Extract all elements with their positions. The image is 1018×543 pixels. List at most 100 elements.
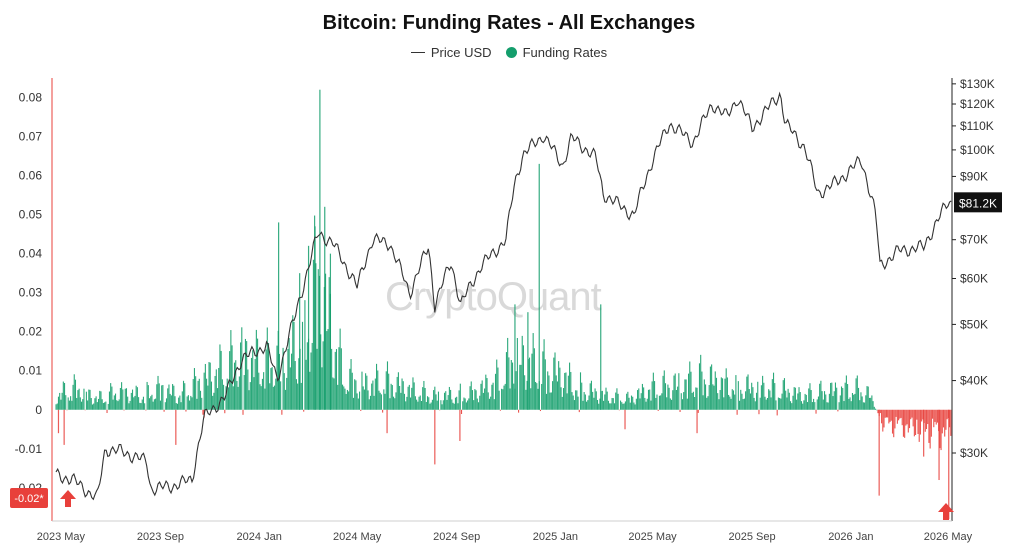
funding-bar xyxy=(879,409,881,414)
funding-bar xyxy=(60,399,62,410)
funding-bar xyxy=(550,392,552,410)
funding-bar xyxy=(666,397,668,410)
funding-bar xyxy=(516,337,518,410)
funding-bar xyxy=(928,409,930,443)
left-tick-label: 0.06 xyxy=(19,169,43,183)
funding-bar xyxy=(221,379,223,410)
funding-bar-spike xyxy=(57,409,60,434)
funding-bar xyxy=(587,400,589,410)
funding-bar xyxy=(576,390,578,410)
funding-bar xyxy=(868,397,870,410)
funding-bar xyxy=(476,398,478,410)
funding-bar xyxy=(844,382,846,410)
funding-bar xyxy=(825,394,827,410)
funding-bar xyxy=(201,397,203,410)
funding-bar xyxy=(837,409,839,412)
funding-bar xyxy=(107,403,109,410)
funding-bar-spike xyxy=(307,245,310,410)
funding-bar xyxy=(806,402,809,410)
funding-bar xyxy=(482,392,484,410)
legend-dot-marker xyxy=(505,47,517,58)
funding-bar xyxy=(809,383,811,410)
funding-bar xyxy=(310,352,312,410)
funding-bar xyxy=(382,409,384,413)
funding-bar-spike xyxy=(923,409,925,457)
funding-bar xyxy=(526,380,528,410)
funding-bar xyxy=(657,409,659,411)
funding-bar xyxy=(363,389,365,410)
funding-bar xyxy=(140,403,142,410)
funding-bar xyxy=(134,395,136,410)
funding-bar xyxy=(724,378,726,410)
funding-bar xyxy=(240,342,242,410)
funding-bar xyxy=(417,401,419,410)
funding-bar xyxy=(601,390,603,410)
funding-bar xyxy=(446,399,448,410)
funding-bar xyxy=(337,384,339,410)
funding-bar xyxy=(246,341,248,410)
funding-bar xyxy=(402,381,404,410)
funding-bar xyxy=(942,409,945,428)
funding-bar xyxy=(511,362,514,410)
funding-bar xyxy=(656,394,658,410)
funding-bar xyxy=(543,339,545,410)
funding-bar xyxy=(632,396,634,410)
funding-bar xyxy=(558,361,560,410)
funding-bar xyxy=(768,389,770,410)
funding-bar xyxy=(289,367,291,410)
funding-bar-spike xyxy=(624,409,626,430)
funding-bar-spike xyxy=(696,409,698,434)
funding-bar xyxy=(78,388,80,410)
funding-bar xyxy=(814,402,816,410)
funding-bar xyxy=(173,385,175,410)
funding-bar xyxy=(178,397,180,410)
funding-bar xyxy=(430,402,432,410)
funding-bar xyxy=(893,409,895,438)
funding-bar xyxy=(672,390,674,410)
x-tick-label: 2024 May xyxy=(333,531,382,543)
funding-bar xyxy=(679,409,681,412)
funding-bar xyxy=(380,394,382,410)
funding-bar xyxy=(91,404,94,410)
funding-bar xyxy=(651,381,653,410)
funding-bar xyxy=(96,402,98,410)
legend-item-funding[interactable]: Funding Rates xyxy=(505,45,607,60)
funding-bar xyxy=(244,338,246,410)
funding-bar xyxy=(539,409,541,412)
funding-bar xyxy=(152,401,154,410)
funding-bar xyxy=(673,375,675,410)
funding-bar xyxy=(652,372,654,410)
funding-bar xyxy=(522,345,524,410)
funding-bar xyxy=(617,393,619,410)
legend-item-price[interactable]: Price USD xyxy=(410,45,492,60)
funding-bar xyxy=(465,402,467,410)
funding-bar xyxy=(117,401,119,410)
funding-bar xyxy=(452,402,454,410)
funding-bar xyxy=(59,392,61,410)
funding-bar xyxy=(408,384,410,410)
funding-bar xyxy=(156,384,158,410)
funding-bar xyxy=(525,389,527,410)
funding-bar xyxy=(641,383,643,410)
funding-bar xyxy=(832,396,834,410)
funding-bar xyxy=(77,390,79,410)
funding-bar xyxy=(241,327,243,410)
funding-bar xyxy=(907,409,909,433)
funding-bar xyxy=(545,393,548,410)
funding-bar xyxy=(936,409,938,423)
funding-bar xyxy=(569,362,571,410)
funding-bar xyxy=(615,392,617,410)
funding-bar xyxy=(226,378,228,410)
funding-bar xyxy=(618,409,620,411)
funding-bar xyxy=(945,409,947,430)
funding-bar xyxy=(118,399,120,410)
funding-bar xyxy=(822,399,824,410)
funding-bar xyxy=(894,409,896,429)
funding-bar xyxy=(169,393,171,410)
funding-bar xyxy=(847,384,849,410)
funding-bar xyxy=(162,384,164,410)
funding-bar xyxy=(474,389,476,410)
funding-bar xyxy=(343,386,345,410)
funding-bar xyxy=(377,370,379,410)
right-tick-label: $50K xyxy=(960,317,988,331)
